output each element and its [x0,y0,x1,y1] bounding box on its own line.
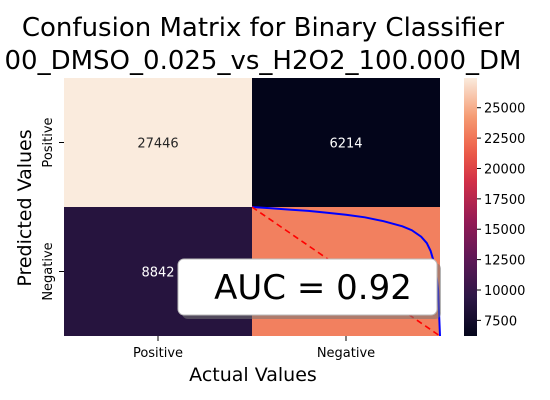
colorbar-tick-label: 20000 [484,162,525,177]
colorbar: 7500 10000 12500 15000 17500 20000 22500 25000 [464,78,525,336]
auc-label: AUC = 0.92 [214,268,412,308]
colorbar-tick-label: 15000 [484,223,525,238]
x-axis-label: Actual Values [189,364,317,386]
cell-value-label: 6214 [329,137,362,152]
axis-ticks: Positive Negative Positive Negative [41,117,375,361]
chart-title-line-2: 00_DMSO_0.025_vs_H2O2_100.000_DM [5,46,522,76]
y-tick-label: Negative [41,242,56,300]
y-tick-label: Positive [41,117,56,167]
chart-title-line-1: Confusion Matrix for Binary Classifier [22,13,505,43]
x-tick-label: Negative [317,346,375,361]
colorbar-tick-label: 10000 [484,284,525,299]
colorbar-tick-label: 7500 [484,314,517,329]
colorbar-tick-label: 17500 [484,193,525,208]
colorbar-tick-label: 25000 [484,102,525,117]
colorbar-gradient [464,78,477,336]
heatmap-cell [252,78,440,207]
colorbar-tick-label: 12500 [484,254,525,269]
heatmap-cell [64,78,252,207]
y-axis-label: Predicted Values [14,129,36,286]
cell-value-label: 27446 [137,137,178,152]
auc-box: AUC = 0.92 [177,258,441,319]
colorbar-tick-label: 22500 [484,132,525,147]
cell-value-label: 8842 [141,266,174,281]
x-tick-label: Positive [133,346,183,361]
